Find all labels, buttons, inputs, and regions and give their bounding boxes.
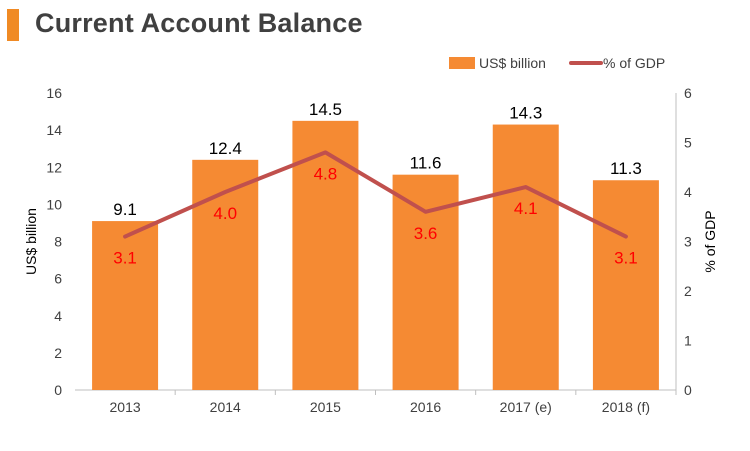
line-value-label: 4.0 [213, 204, 237, 223]
bar [92, 221, 159, 390]
y-axis-title: US$ billion [23, 208, 39, 275]
bar [492, 124, 559, 391]
y2-tick-label: 2 [684, 283, 692, 299]
line-value-label: 3.1 [614, 249, 638, 268]
line-value-label: 3.6 [414, 224, 438, 243]
bar-value-label: 9.1 [113, 200, 137, 219]
y-tick-label: 10 [46, 196, 62, 212]
bar-value-label: 14.5 [309, 100, 342, 119]
x-tick-label: 2015 [310, 399, 341, 415]
y-tick-label: 16 [46, 85, 62, 101]
y2-tick-label: 4 [684, 184, 692, 200]
y2-axis-title: % of GDP [702, 210, 718, 272]
bar-value-label: 12.4 [209, 139, 242, 158]
x-tick-label: 2014 [210, 399, 241, 415]
bar-value-label: 14.3 [509, 104, 542, 123]
legend-bar-label: US$ billion [479, 55, 546, 71]
y-tick-label: 14 [46, 122, 62, 138]
legend-line-label: % of GDP [603, 55, 665, 71]
line-value-label: 4.8 [314, 164, 338, 183]
legend-bar-swatch [449, 57, 475, 69]
y-tick-label: 12 [46, 159, 62, 175]
gdp-percent-line [123, 150, 628, 239]
bar-value-label: 11.3 [610, 159, 642, 178]
line-value-label: 4.1 [514, 199, 538, 218]
y2-tick-label: 1 [684, 333, 692, 349]
bar-value-label: 11.6 [410, 154, 442, 173]
y2-tick-label: 6 [684, 85, 692, 101]
y-tick-label: 4 [54, 308, 62, 324]
title-accent-bar [7, 9, 19, 41]
y2-tick-label: 0 [684, 382, 692, 398]
x-tick-label: 2018 (f) [602, 399, 650, 415]
y-tick-label: 0 [54, 382, 62, 398]
x-tick-label: 2013 [110, 399, 141, 415]
bar [592, 180, 659, 390]
y-tick-label: 2 [54, 345, 62, 361]
page-title: Current Account Balance [35, 8, 363, 38]
x-tick-label: 2016 [410, 399, 441, 415]
y-tick-label: 8 [54, 234, 62, 250]
y2-tick-label: 5 [684, 135, 692, 151]
y-tick-label: 6 [54, 271, 62, 287]
bar [192, 159, 259, 390]
line-value-label: 3.1 [113, 249, 137, 268]
y2-tick-label: 3 [684, 234, 692, 250]
x-tick-label: 2017 (e) [500, 399, 552, 415]
